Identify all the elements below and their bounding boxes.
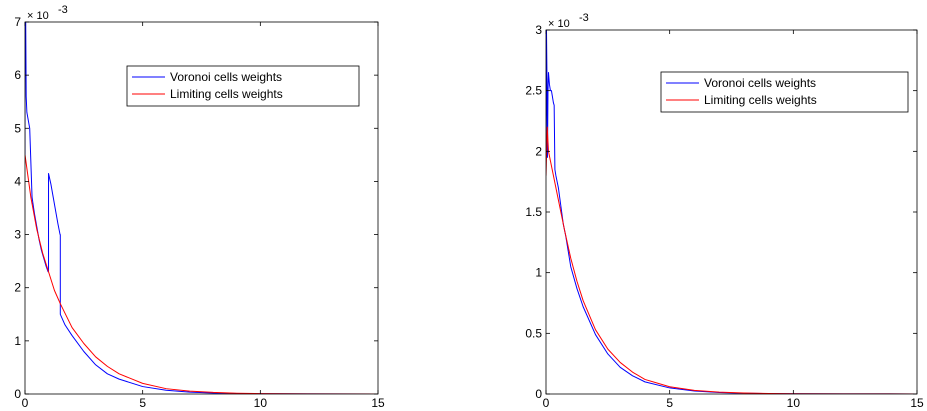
- y-tick-label: 3: [535, 23, 542, 37]
- y-tick-label: 2.5: [525, 84, 542, 98]
- legend-box: [126, 65, 360, 107]
- chart-1: 0 5 10 15 0 1 2 3 4 5 6 7 × 10 -3 Voronoi cells weight…: [14, 4, 385, 410]
- legend-label-1: Voronoi cells weights: [170, 70, 282, 84]
- y-tick-label: 7: [14, 15, 21, 29]
- legend-box: [660, 71, 909, 113]
- series-line-1: [25, 22, 378, 394]
- x-tick-label: 10: [254, 396, 268, 410]
- x-tick-label: 15: [371, 396, 385, 410]
- x-tick-label: 0: [543, 396, 550, 410]
- y-tick-label: 0: [535, 387, 542, 401]
- legend-label-2: Limiting cells weights: [704, 93, 817, 107]
- y-exponent-power: -3: [58, 4, 68, 16]
- y-exponent-label: × 10: [548, 18, 570, 30]
- y-exponent-power: -3: [579, 12, 589, 24]
- x-tick-label: 5: [666, 396, 673, 410]
- x-tick-label: 0: [22, 396, 29, 410]
- y-tick-label: 0: [14, 387, 21, 401]
- series-line-2: [546, 126, 917, 394]
- y-tick-label: 3: [14, 228, 21, 242]
- chart-2: 0 5 10 15 0 0.5 1 1.5 2 2.5 3 × 10 -3 Voronoi cells w…: [525, 12, 924, 410]
- y-tick-label: 2: [535, 144, 542, 158]
- y-exponent-label: × 10: [27, 10, 49, 22]
- y-tick-label: 2: [14, 281, 21, 295]
- legend-label-1: Voronoi cells weights: [704, 76, 816, 90]
- y-tick-label: 1: [14, 334, 21, 348]
- y-tick-label: 1.5: [525, 205, 542, 219]
- y-tick-label: 0.5: [525, 326, 542, 340]
- legend: Voronoi cells weights Limiting cells weig…: [126, 65, 360, 107]
- y-tick-label: 1: [535, 266, 542, 280]
- legend-label-2: Limiting cells weights: [170, 87, 283, 101]
- legend: Voronoi cells weights Limiting cells weig…: [660, 71, 909, 113]
- axes-box: [24, 21, 379, 395]
- x-tick-label: 15: [910, 396, 924, 410]
- y-tick-label: 6: [14, 68, 21, 82]
- x-tick-label: 5: [139, 396, 146, 410]
- y-tick-label: 4: [14, 174, 21, 188]
- y-tick-label: 5: [14, 121, 21, 135]
- series-line-2: [25, 154, 378, 394]
- x-tick-label: 10: [787, 396, 801, 410]
